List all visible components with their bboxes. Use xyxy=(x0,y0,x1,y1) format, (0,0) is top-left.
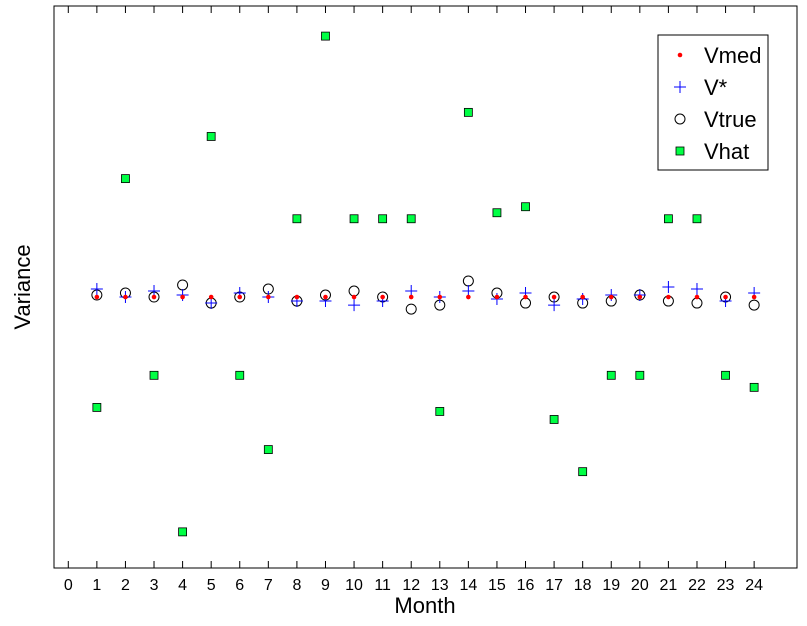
v-point xyxy=(348,299,361,312)
x-tick-label: 11 xyxy=(374,577,391,594)
vhat-point xyxy=(406,214,416,224)
y-axis-label: Variance xyxy=(10,244,35,329)
vhat-point xyxy=(664,214,673,224)
x-tick-label: 13 xyxy=(431,577,449,594)
vmed-point xyxy=(523,294,528,300)
legend-label: Vmed xyxy=(704,43,761,68)
x-tick-label: 2 xyxy=(121,577,130,594)
vmed-point xyxy=(408,294,414,300)
v-point xyxy=(662,281,675,293)
v-point xyxy=(690,283,703,296)
legend: Vmed V* Vtrue Vhat xyxy=(657,34,769,171)
vhat-point xyxy=(321,31,330,41)
x-tick-label: 1 xyxy=(92,577,101,594)
legend-label: V* xyxy=(704,75,728,100)
x-tick-label: 8 xyxy=(292,577,301,594)
vmed-point xyxy=(380,294,385,300)
x-tick-label: 12 xyxy=(402,577,420,594)
series-vmed xyxy=(94,294,757,300)
vhat-point xyxy=(206,132,216,141)
x-tick-label: 15 xyxy=(488,577,506,594)
x-tick-label: 22 xyxy=(688,577,706,594)
vmed-point xyxy=(266,294,271,300)
x-tick-label: 3 xyxy=(150,577,159,594)
vmed-point xyxy=(323,294,328,300)
vhat-point xyxy=(121,174,130,184)
vmed-point xyxy=(294,294,300,300)
vhat-point xyxy=(492,208,502,218)
vmed-point xyxy=(351,294,357,300)
vmed-point xyxy=(494,294,500,300)
vmed-point xyxy=(180,294,185,300)
vmed-point xyxy=(551,294,557,300)
vmed-point xyxy=(580,294,585,300)
x-tick-label: 9 xyxy=(321,577,330,594)
vhat-point xyxy=(435,407,445,416)
vmed-point xyxy=(466,294,471,300)
vmed-point xyxy=(151,294,157,300)
vhat-point xyxy=(349,214,359,224)
vhat-point xyxy=(749,382,759,392)
vhat-point xyxy=(463,107,473,117)
legend-marker-vhat xyxy=(675,146,685,156)
x-tick-label: 19 xyxy=(602,577,620,594)
vhat-point xyxy=(635,370,645,380)
vmed-point xyxy=(208,294,214,300)
x-tick-label: 16 xyxy=(517,577,535,594)
x-tick-label: 0 xyxy=(64,577,73,594)
vmed-point xyxy=(94,294,100,300)
vhat-point xyxy=(292,214,302,224)
legend-marker-vtrue xyxy=(674,113,686,125)
legend-marker-vmed xyxy=(677,52,683,58)
x-tick-label: 21 xyxy=(660,577,678,594)
x-tick-label: 18 xyxy=(574,577,592,594)
vhat-point xyxy=(378,214,388,224)
x-tick-label: 20 xyxy=(631,577,649,594)
vhat-point xyxy=(692,214,702,224)
vtrue-point xyxy=(405,303,417,315)
vhat-point xyxy=(263,445,273,454)
vmed-point xyxy=(608,294,614,300)
legend-label: Vtrue xyxy=(704,107,757,132)
vmed-point xyxy=(694,294,700,300)
v-point xyxy=(548,299,561,312)
x-tick-label: 14 xyxy=(459,577,477,594)
vmed-point xyxy=(437,294,443,300)
x-tick-label: 17 xyxy=(545,577,563,594)
vmed-point xyxy=(723,294,728,300)
vhat-point xyxy=(606,370,616,380)
legend-label: Vhat xyxy=(704,139,749,164)
v-point xyxy=(90,283,103,296)
data-series xyxy=(90,31,761,537)
vhat-point xyxy=(549,415,559,424)
vhat-point xyxy=(235,370,245,380)
vhat-point xyxy=(92,403,102,412)
x-tick-label: 4 xyxy=(178,577,187,594)
x-tick-label: 24 xyxy=(745,577,763,594)
x-tick-label: 5 xyxy=(207,577,216,594)
legend-marker-v xyxy=(674,81,686,93)
vmed-point xyxy=(123,294,128,300)
x-tick-label: 10 xyxy=(345,577,363,594)
vtrue-point xyxy=(748,299,760,311)
vhat-point xyxy=(178,527,187,537)
vhat-point xyxy=(521,202,530,212)
x-axis-label: Month xyxy=(394,593,455,618)
x-tick-label: 7 xyxy=(264,577,273,594)
vhat-point xyxy=(149,370,159,380)
vmed-point xyxy=(237,294,243,300)
x-tick-label: 23 xyxy=(717,577,735,594)
vmed-point xyxy=(637,294,643,300)
vhat-point xyxy=(578,467,588,477)
vmed-point xyxy=(666,294,671,300)
x-ticks: 0 1 2 3 4 5 6 7 8 9 10 11 12 13 14 15 16 17 18 19 20 21 22 23 24 xyxy=(64,6,763,594)
series-v xyxy=(90,281,761,312)
vmed-point xyxy=(751,294,757,300)
series-vhat xyxy=(92,31,759,537)
vhat-point xyxy=(721,370,730,380)
x-tick-label: 6 xyxy=(235,577,244,594)
